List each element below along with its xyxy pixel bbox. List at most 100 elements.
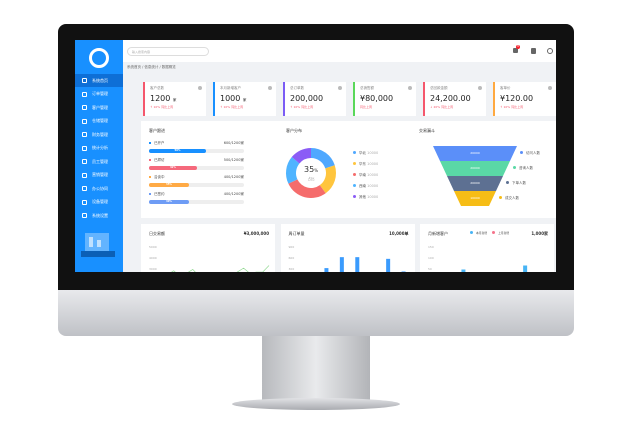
sidebar-item-label: 仓储管理 — [92, 118, 108, 123]
dot-icon — [470, 231, 473, 234]
info-icon[interactable] — [548, 86, 552, 90]
stat-trend: ↑ 10% 同比上周 — [500, 105, 524, 109]
sidebar-item[interactable]: 财务管理 — [75, 128, 123, 141]
dot-icon — [492, 231, 495, 234]
dot-icon — [149, 193, 151, 195]
gear-icon[interactable] — [547, 48, 553, 54]
sidebar-item[interactable]: 仓储管理 — [75, 115, 123, 128]
legend-item: 华北 10000 — [353, 151, 378, 156]
chart-plot — [171, 265, 270, 272]
stat-title: 总订单数 — [290, 86, 304, 90]
stat-value: 1200 家 — [150, 94, 177, 103]
stat-trend: ↓ 20% 同比上周 — [430, 105, 454, 109]
overview-panel: 客户跟进 客户分布 35% 占比 交易漏斗 已开户 600/1200家 50% 已拜访… — [141, 121, 556, 218]
bell-icon[interactable] — [513, 48, 518, 53]
menu-icon — [82, 78, 87, 83]
notification-badge: 8 — [516, 45, 520, 49]
chart-title: 周订单量 — [288, 231, 305, 236]
donut-slice — [286, 157, 300, 184]
dot-icon — [520, 151, 523, 154]
dot-icon — [513, 166, 516, 169]
progress-row: 已签约 400/1200家 40% — [149, 192, 244, 204]
bar — [354, 257, 359, 272]
legend-item: 其他 10000 — [353, 195, 378, 200]
sidebar-item-label: 系统设置 — [92, 212, 108, 218]
y-tick: 100 — [428, 256, 434, 260]
legend-item: 上月新增 — [492, 231, 509, 235]
stat-trend: ↑ 10% 同比上周 — [290, 105, 314, 109]
info-icon[interactable] — [338, 86, 342, 90]
menu-icon — [82, 186, 87, 191]
dot-icon — [149, 176, 151, 178]
sidebar-item-label: 订单管理 — [92, 91, 108, 96]
bar — [323, 268, 328, 272]
sidebar-item[interactable]: 办公协同 — [75, 182, 123, 195]
info-icon[interactable] — [268, 86, 272, 90]
sidebar-item[interactable]: 系统设置 — [75, 209, 123, 222]
top-bar: 输入搜索内容 8 — [123, 40, 556, 62]
search-input[interactable]: 输入搜索内容 — [127, 47, 209, 56]
dot-icon — [499, 196, 502, 199]
info-icon[interactable] — [198, 86, 202, 90]
dashboard-screen: 系统首页订单管理客户管理仓储管理财务管理 统计分析 员工管理营销管理办公协同设备管理… — [75, 40, 556, 272]
sidebar-item-label: 营销管理 — [92, 172, 108, 177]
donut-center-sub: 占比 — [307, 177, 315, 181]
progress-bar: 50% — [149, 149, 244, 153]
sidebar-item[interactable]: 订单管理 — [75, 88, 123, 101]
logo-icon — [89, 48, 109, 68]
menu-icon — [82, 213, 87, 218]
funnel-stage: 20000 — [440, 161, 510, 176]
menu-icon — [82, 145, 87, 151]
info-icon[interactable] — [478, 86, 482, 90]
y-tick: 4000 — [149, 256, 157, 260]
chart-panel: 日交易额 ¥3,000,000 5000 4000 3000 — [141, 224, 275, 272]
stat-card: 总订单数 200,000 ↑ 10% 同比上周 — [283, 82, 346, 116]
menu-icon — [82, 118, 87, 124]
chart-title: 日交易额 — [149, 231, 165, 236]
y-tick: 3000 — [149, 267, 157, 271]
stat-title: 总回款金额 — [430, 86, 448, 90]
sidebar-item[interactable]: 员工管理 — [75, 155, 123, 168]
stat-trend: ↑ 10% 同比上周 — [220, 105, 244, 109]
sidebar-item[interactable]: 营销管理 — [75, 169, 123, 182]
menu-icon — [82, 91, 87, 97]
stat-card: 总回款金额 24,200.00 ↓ 20% 同比上周 — [423, 82, 486, 116]
donut-slice — [291, 148, 311, 164]
legend-item: 华东 10000 — [353, 162, 378, 167]
bar — [385, 258, 390, 272]
sidebar-item[interactable]: 客户管理 — [75, 101, 123, 114]
y-tick: 150 — [428, 245, 434, 249]
donut-center-value: 35% — [304, 165, 318, 174]
bar — [461, 269, 466, 272]
monitor-chin — [58, 290, 574, 336]
stat-card: 客单价 ¥120.00 ↑ 10% 同比上周 — [493, 82, 556, 116]
sidebar-item[interactable]: 设备管理 — [75, 196, 123, 209]
sidebar-item[interactable]: 统计分析 — [75, 142, 123, 155]
breadcrumb: 系统首页 / 信息统计 / 数据概览 — [127, 65, 176, 69]
dot-icon — [149, 159, 151, 161]
y-tick: 5000 — [149, 245, 157, 249]
stat-title: 本月新增客户 — [220, 86, 241, 90]
sidebar-item[interactable]: 系统首页 — [75, 74, 123, 87]
sidebar-item-label: 设备管理 — [92, 199, 108, 204]
y-tick: 900 — [288, 245, 295, 249]
progress-title: 客户跟进 — [149, 128, 165, 133]
funnel-label: 访问人数 — [520, 151, 540, 156]
funnel-label: 咨询人数 — [513, 166, 533, 171]
progress-bar: 40% — [149, 200, 244, 204]
legend-item: 西南 10000 — [353, 184, 378, 189]
lock-icon[interactable] — [531, 48, 536, 54]
donut-slice — [319, 165, 337, 194]
chart-plot — [461, 265, 528, 272]
legend-item: 华南 10000 — [353, 173, 378, 178]
menu-icon — [82, 199, 87, 205]
donut-title: 客户分布 — [286, 128, 302, 133]
progress-bar: 35% — [149, 183, 244, 187]
bar — [523, 265, 528, 272]
menu-icon — [82, 172, 87, 178]
stat-card: 本月新增客户 1000 家 ↑ 10% 同比上周 — [213, 82, 276, 116]
funnel-stage: 20000 — [447, 176, 503, 191]
stat-trend: ↑ 10% 同比上周 — [150, 105, 174, 109]
donut-chart — [286, 148, 337, 198]
info-icon[interactable] — [408, 86, 412, 90]
